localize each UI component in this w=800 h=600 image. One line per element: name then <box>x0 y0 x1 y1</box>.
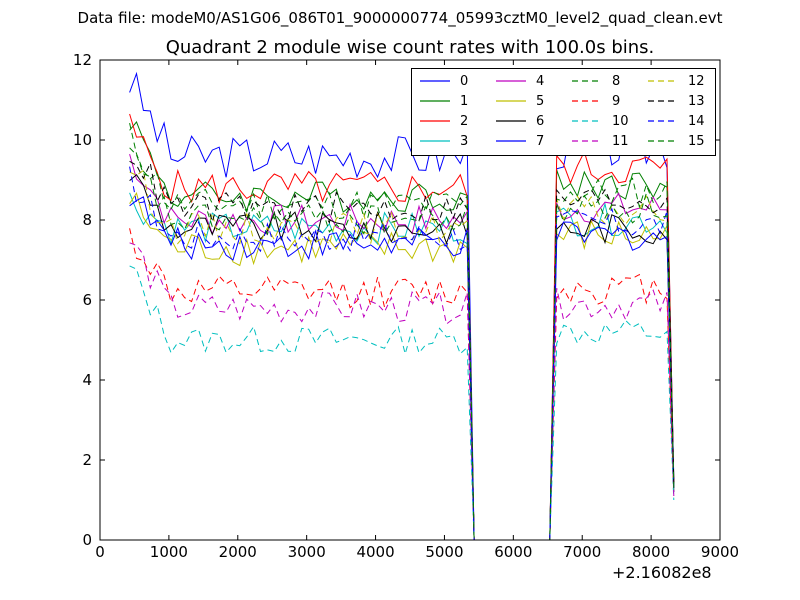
series-line-14 <box>129 166 675 541</box>
legend-label: 7 <box>536 133 545 149</box>
x-tick-label: 9000 <box>701 543 739 561</box>
legend-entry-10: 10 <box>570 112 629 130</box>
y-tick-label: 10 <box>73 131 92 149</box>
legend-swatch <box>496 100 526 102</box>
legend-entry-2: 2 <box>418 112 468 130</box>
series-line-10 <box>129 265 675 541</box>
y-tick-label: 2 <box>82 451 92 469</box>
legend-label: 12 <box>688 73 705 89</box>
legend-entry-6: 6 <box>494 112 544 130</box>
legend-entry-13: 13 <box>646 92 705 110</box>
legend-label: 14 <box>688 113 705 129</box>
legend-swatch <box>420 80 450 82</box>
y-tick-label: 8 <box>82 211 92 229</box>
legend-swatch <box>572 140 602 142</box>
y-tick-label: 6 <box>82 291 92 309</box>
legend-swatch <box>572 80 602 82</box>
legend-label: 13 <box>688 93 705 109</box>
x-tick-label: 1000 <box>150 543 188 561</box>
series-line-12 <box>129 169 675 541</box>
series-line-8 <box>129 122 675 541</box>
figure-suptitle: Data file: modeM0/AS1G06_086T01_90000007… <box>77 9 723 27</box>
legend-entry-3: 3 <box>418 132 468 150</box>
legend-entry-8: 8 <box>570 72 620 90</box>
legend-label: 1 <box>460 93 469 109</box>
legend-label: 9 <box>612 93 621 109</box>
series-line-7 <box>129 196 675 541</box>
y-tick-label: 4 <box>82 371 92 389</box>
legend-label: 4 <box>536 73 545 89</box>
legend-swatch <box>648 80 678 82</box>
legend-swatch <box>420 140 450 142</box>
series-line-3 <box>129 192 675 541</box>
series-line-15 <box>129 147 675 541</box>
x-tick-label: 6000 <box>494 543 532 561</box>
legend-swatch <box>648 140 678 142</box>
series-line-4 <box>129 153 675 541</box>
x-offset-label: +2.16082e8 <box>612 563 712 582</box>
legend-label: 10 <box>612 113 629 129</box>
chart-title: Quadrant 2 module wise count rates with … <box>165 37 655 58</box>
legend-swatch <box>496 140 526 142</box>
legend-entry-15: 15 <box>646 132 705 150</box>
x-tick-label: 0 <box>95 543 105 561</box>
legend-entry-9: 9 <box>570 92 620 110</box>
x-tick-label: 2000 <box>219 543 257 561</box>
x-tick-label: 5000 <box>425 543 463 561</box>
y-tick-label: 0 <box>82 531 92 549</box>
series-line-11 <box>129 242 675 541</box>
legend-entry-12: 12 <box>646 72 705 90</box>
legend-label: 11 <box>612 133 629 149</box>
x-tick-label: 4000 <box>356 543 394 561</box>
series-line-9 <box>129 228 675 541</box>
y-tick-label: 12 <box>73 51 92 69</box>
series-line-6 <box>129 173 675 541</box>
legend-label: 5 <box>536 93 545 109</box>
legend-label: 8 <box>612 73 621 89</box>
series-line-5 <box>129 192 675 541</box>
series-line-13 <box>129 160 675 541</box>
series-layer <box>129 71 675 541</box>
legend-entry-0: 0 <box>418 72 468 90</box>
legend-swatch <box>420 100 450 102</box>
legend-label: 3 <box>460 133 469 149</box>
series-line-2 <box>129 113 675 541</box>
tick-layer: 0 1000 2000 3000 4000 5000 6000 7000 8000 9000 0 2 4… <box>73 51 739 561</box>
legend: 0 1 2 3 4 5 6 7 8 9 10 11 12 13 14 15 <box>411 68 716 156</box>
legend-label: 2 <box>460 113 469 129</box>
x-tick-label: 8000 <box>632 543 670 561</box>
legend-label: 15 <box>688 133 705 149</box>
legend-swatch <box>648 100 678 102</box>
legend-swatch <box>496 80 526 82</box>
legend-swatch <box>496 120 526 122</box>
x-tick-label: 7000 <box>563 543 601 561</box>
legend-label: 6 <box>536 113 545 129</box>
legend-label: 0 <box>460 73 469 89</box>
x-tick-label: 3000 <box>288 543 326 561</box>
legend-swatch <box>572 100 602 102</box>
legend-entry-5: 5 <box>494 92 544 110</box>
series-line-1 <box>129 121 675 541</box>
legend-entry-14: 14 <box>646 112 705 130</box>
legend-swatch <box>572 120 602 122</box>
legend-entry-11: 11 <box>570 132 629 150</box>
legend-entry-7: 7 <box>494 132 544 150</box>
legend-entry-4: 4 <box>494 72 544 90</box>
legend-entry-1: 1 <box>418 92 468 110</box>
legend-swatch <box>420 120 450 122</box>
legend-swatch <box>648 120 678 122</box>
